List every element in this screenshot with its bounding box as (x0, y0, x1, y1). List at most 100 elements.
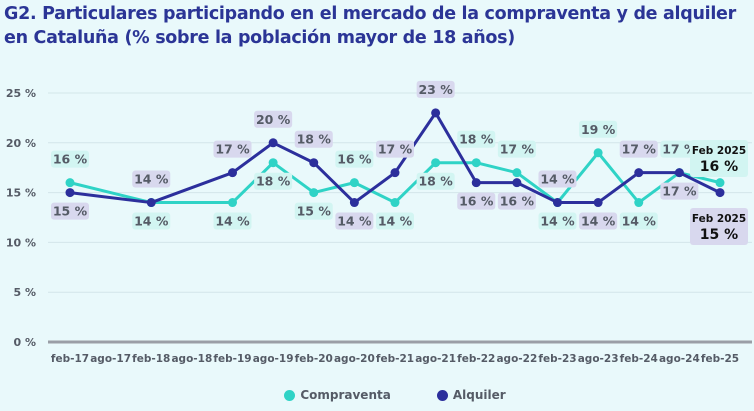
x-tick-label: ago-17 (90, 353, 131, 365)
data-label: 18 % (418, 174, 453, 189)
y-tick-label: 15 % (6, 187, 36, 200)
data-label: 14 % (581, 214, 616, 229)
final-annotation-bg (690, 208, 748, 245)
data-label-bg (660, 182, 699, 200)
x-tick-label: ago-24 (659, 353, 700, 365)
data-label-bg (51, 150, 89, 168)
data-label-bg (660, 140, 699, 158)
x-tick-label: feb-23 (538, 353, 576, 365)
x-tick-label: ago-23 (578, 353, 619, 365)
x-tick-label: feb-25 (701, 353, 739, 365)
data-label: 17 % (215, 142, 250, 157)
data-label: 14 % (540, 172, 575, 187)
data-label-bg (579, 120, 618, 138)
data-label-bg (416, 80, 455, 98)
data-label: 16 % (459, 194, 494, 209)
final-annotation-value: 15 % (700, 227, 738, 243)
data-point (65, 178, 75, 188)
data-label-bg (132, 212, 171, 230)
data-label-bg (294, 130, 333, 148)
final-annotation-value: 16 % (700, 159, 738, 175)
x-tick-label: ago-20 (334, 353, 375, 365)
final-annotation-bg (690, 140, 748, 177)
data-label-bg (335, 150, 374, 168)
data-point (512, 168, 522, 178)
chart-title: G2. Particulares participando en el merc… (4, 4, 736, 48)
data-point (65, 188, 75, 198)
data-label: 16 % (500, 194, 535, 209)
legend-item-alquiler[interactable]: Alquiler (436, 388, 506, 402)
data-point (390, 198, 400, 208)
legend-item-compraventa[interactable]: Compraventa (284, 388, 391, 402)
data-point (349, 178, 359, 188)
data-point (146, 198, 156, 208)
x-tick-label: feb-21 (376, 353, 414, 365)
data-point (228, 168, 237, 178)
data-label-bg (213, 212, 252, 230)
data-point (309, 188, 319, 198)
y-tick-label: 20 % (6, 137, 36, 150)
data-label: 14 % (337, 214, 372, 229)
data-point (593, 148, 603, 158)
alquiler-swatch (436, 389, 448, 401)
data-label: 18 % (297, 132, 332, 147)
x-tick-label: ago-21 (415, 353, 456, 365)
x-tick-label: feb-17 (51, 353, 89, 365)
data-point (309, 158, 319, 168)
data-point (553, 198, 562, 208)
data-label: 14 % (378, 214, 413, 229)
data-label-bg (619, 140, 658, 158)
data-label: 18 % (256, 174, 291, 189)
data-label: 17 % (622, 142, 657, 157)
data-point (715, 188, 725, 198)
y-tick-label: 10 % (6, 236, 36, 249)
y-tick-label: 0 % (13, 336, 36, 349)
data-label-bg (416, 172, 455, 190)
x-tick-label: feb-18 (132, 353, 170, 365)
final-annotation-period: Feb 2025 (692, 145, 746, 157)
data-point (228, 198, 237, 208)
x-tick-label: ago-18 (171, 353, 212, 365)
data-label-bg (497, 192, 536, 210)
data-label: 15 % (297, 204, 332, 219)
data-label: 23 % (418, 82, 453, 97)
data-label-bg (497, 140, 536, 158)
data-label-bg (579, 212, 618, 230)
data-label-bg (376, 140, 414, 158)
data-point (593, 198, 603, 208)
data-label-bg (213, 140, 252, 158)
data-point (349, 198, 359, 208)
x-tick-label: feb-19 (213, 353, 251, 365)
data-point (431, 158, 441, 168)
compraventa-swatch (284, 389, 296, 401)
x-tick-label: ago-19 (253, 353, 294, 365)
data-label: 14 % (622, 214, 657, 229)
x-tick-label: feb-22 (457, 353, 495, 365)
data-label: 15 % (53, 204, 88, 219)
data-label: 19 % (581, 122, 616, 137)
legend-label: Alquiler (452, 388, 506, 402)
data-point (390, 168, 400, 178)
data-label-bg (538, 170, 577, 188)
data-label-bg (294, 202, 333, 220)
x-tick-label: ago-22 (496, 353, 537, 365)
data-label-bg (254, 110, 293, 128)
data-label-bg (254, 172, 293, 190)
data-label: 14 % (134, 172, 169, 187)
data-label: 14 % (540, 214, 575, 229)
data-label: 20 % (256, 112, 291, 127)
line-chart: 0 % 5 % 10 % 15 % 20 % 25 % feb-17 ago-17 feb-18… (6, 80, 752, 365)
data-point (512, 178, 522, 188)
data-point (431, 108, 441, 118)
x-tick-label: feb-20 (295, 353, 333, 365)
y-tick-label: 25 % (6, 87, 36, 100)
legend: Compraventa Alquiler (0, 388, 754, 402)
data-label: 17 % (500, 142, 535, 157)
data-label-bg (376, 212, 414, 230)
data-label: 18 % (459, 132, 494, 147)
data-label: 14 % (215, 214, 250, 229)
legend-label: Compraventa (300, 388, 391, 402)
data-point (471, 158, 481, 168)
x-tick-label: feb-24 (620, 353, 658, 365)
data-label-bg (457, 130, 496, 148)
